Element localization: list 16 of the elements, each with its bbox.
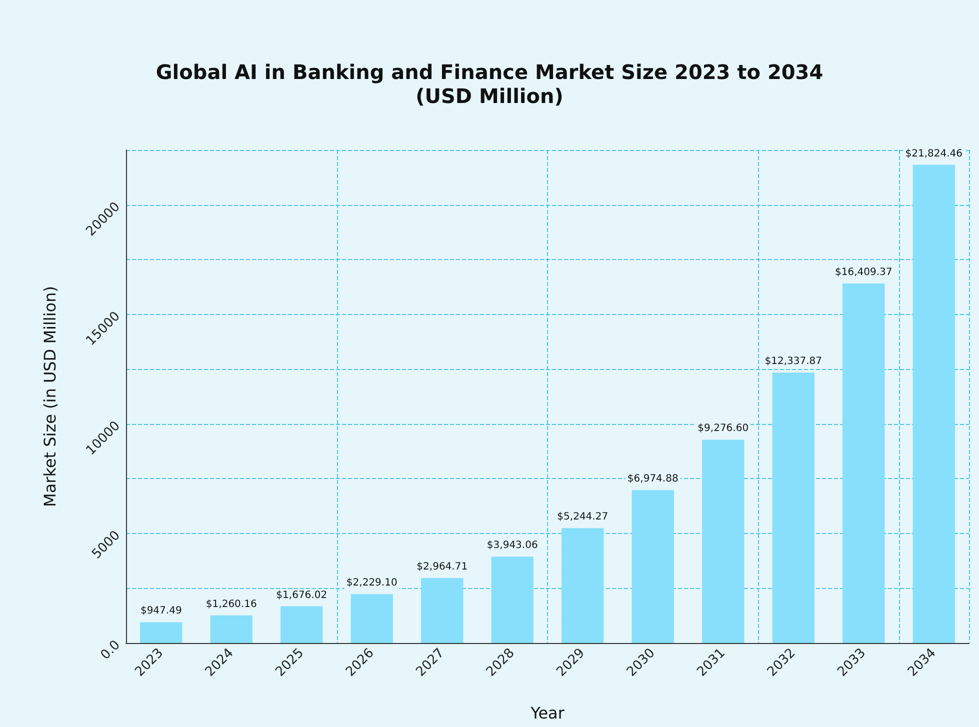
y-tick-label: 0.0 bbox=[98, 638, 124, 663]
data-label: $16,409.37 bbox=[834, 266, 892, 278]
data-label: $3,943.06 bbox=[486, 540, 538, 552]
data-label: $947.49 bbox=[140, 606, 182, 617]
y-axis-title: Market Size (in USD Million) bbox=[40, 286, 60, 507]
chart-title: Global AI in Banking and Finance Market Size 2023 to 2034 (USD Million) bbox=[156, 60, 824, 108]
data-label: $6,974.88 bbox=[627, 474, 678, 485]
data-label: $9,276.60 bbox=[698, 423, 749, 434]
data-label: $5,244.27 bbox=[557, 512, 608, 523]
data-label: $12,337.87 bbox=[764, 356, 822, 368]
data-label: $21,824.46 bbox=[905, 148, 963, 160]
data-label: $2,229.10 bbox=[346, 578, 398, 589]
data-label: $2,964.71 bbox=[416, 562, 468, 573]
data-label: $1,676.02 bbox=[276, 590, 328, 601]
x-axis-title: Year bbox=[530, 704, 565, 722]
data-label: $1,260.16 bbox=[206, 598, 257, 610]
